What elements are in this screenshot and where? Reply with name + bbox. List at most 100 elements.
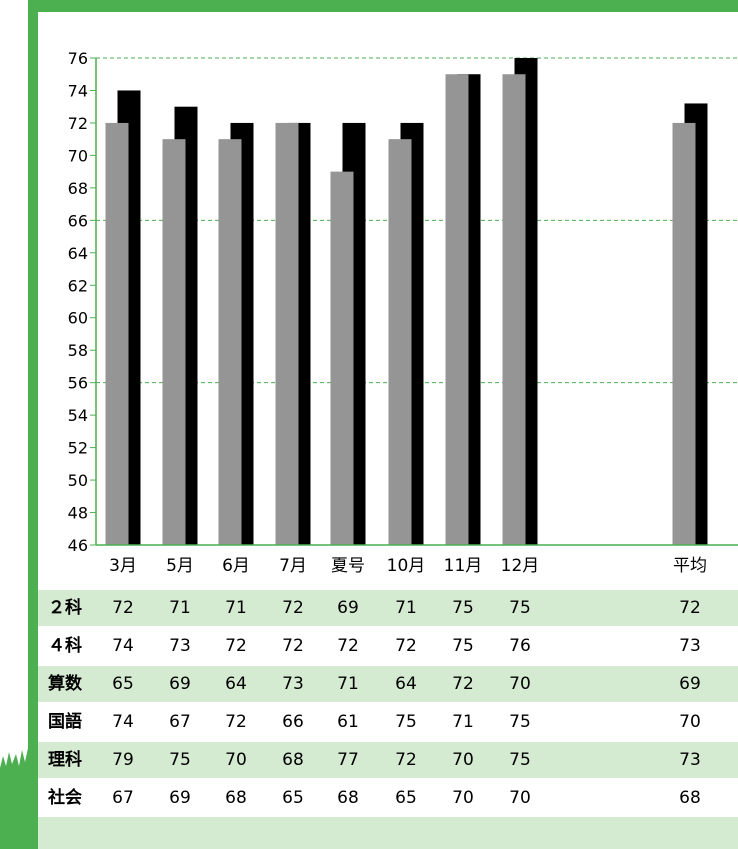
x-tick-label-7月: 7月 [279,556,307,576]
table-cell: 69 [679,674,701,694]
table-cell: 71 [337,674,359,694]
table-cell: 69 [169,788,191,808]
x-tick-labels: 3月 5月 6月 7月 夏号 10月 11月 12月 平均 [109,556,707,576]
table-cell: 64 [225,674,247,694]
table-footer-band [38,817,738,849]
table-cell: 72 [225,636,247,656]
y-tick-label-60: 60 [68,309,88,328]
table-cell: 74 [112,712,134,732]
table-cell: 72 [112,598,134,618]
x-tick-label-11月: 11月 [444,556,483,576]
y-tick-labels: 46 48 50 52 54 56 58 60 62 64 66 68 70 72 74 76 [68,49,96,555]
decorative-squiggle [0,748,28,849]
table-cell: 69 [337,598,359,618]
table-cell: 73 [282,674,304,694]
table-cell: 64 [395,674,417,694]
table-cell: 70 [509,788,531,808]
x-tick-label-3月: 3月 [109,556,137,576]
table-cell: 76 [509,636,531,656]
table-cell: 73 [679,636,701,656]
y-tick-label-64: 64 [68,244,88,263]
bar-２科-3月 [105,122,129,545]
table-cell: 65 [112,674,134,694]
table-row: ２科 72 71 71 72 69 71 75 75 72 [38,590,738,626]
table-cell: 72 [282,636,304,656]
y-tick-label-50: 50 [68,471,88,490]
bar-２科-6月 [218,139,242,545]
table-cell: 65 [395,788,417,808]
y-tick-label-70: 70 [68,146,88,165]
bar-２科-12月 [502,74,526,545]
table-cell: 68 [337,788,359,808]
table-cell: 71 [169,598,191,618]
x-tick-label-6月: 6月 [222,556,250,576]
table-cell: 73 [169,636,191,656]
bar-２科-11月 [445,74,469,545]
x-tick-label-夏号: 夏号 [331,556,365,576]
table-cell: 72 [395,636,417,656]
table-row-label: 算数 [48,674,82,694]
bars [105,58,708,545]
table-row-label: 社会 [48,788,82,808]
x-tick-label-5月: 5月 [166,556,194,576]
table-cell: 66 [282,712,304,732]
x-tick-label-10月: 10月 [387,556,426,576]
grid-lines [96,57,738,384]
y-tick-label-58: 58 [68,341,88,360]
y-tick-label-74: 74 [68,81,88,100]
table-cell: 68 [679,788,701,808]
table-cell: 67 [169,712,191,732]
table-cell: 75 [509,598,531,618]
table-cell: 72 [395,750,417,770]
table-row: 社会 67 69 68 65 68 65 70 70 68 [38,780,738,816]
table-cell: 75 [452,598,474,618]
bar-２科-夏号 [330,171,354,545]
table-cell: 71 [395,598,417,618]
table-cell: 74 [112,636,134,656]
table-cell: 79 [112,750,134,770]
table-cell: 72 [282,598,304,618]
table-row-label: 国語 [48,712,82,732]
table-cell: 70 [225,750,247,770]
table-cell: 72 [452,674,474,694]
table-cell: 61 [337,712,359,732]
table-row-label: ２科 [48,598,82,618]
table-cell: 71 [452,712,474,732]
x-tick-label-12月: 12月 [501,556,540,576]
table-row-label: ４科 [48,636,82,656]
bar-chart: 46 48 50 52 54 56 58 60 62 64 66 68 70 72 74 76 3月 5月 6月 7… [68,49,738,576]
table-cell: 75 [169,750,191,770]
table-row: 国語 74 67 72 66 61 75 71 75 70 [38,704,738,740]
y-tick-label-48: 48 [68,504,88,523]
table-cell: 65 [282,788,304,808]
table-cell: 73 [679,750,701,770]
y-tick-label-46: 46 [68,536,88,555]
table-cell: 72 [337,636,359,656]
table-cell: 75 [395,712,417,732]
table-cell: 75 [509,712,531,732]
bar-２科-平均 [672,122,696,545]
table-cell: 71 [225,598,247,618]
table-cell: 72 [679,598,701,618]
x-tick-label-平均: 平均 [673,556,707,576]
y-tick-label-68: 68 [68,179,88,198]
table-cell: 70 [679,712,701,732]
axes [95,58,738,546]
table-cell: 68 [282,750,304,770]
y-tick-label-72: 72 [68,114,88,133]
bar-２科-10月 [388,139,412,545]
table-cell: 75 [509,750,531,770]
table-cell: 77 [337,750,359,770]
y-tick-label-52: 52 [68,439,88,458]
table-cell: 75 [452,636,474,656]
y-tick-label-56: 56 [68,374,88,393]
table-row: 算数 65 69 64 73 71 64 72 70 69 [38,666,738,702]
y-tick-label-66: 66 [68,211,88,230]
y-tick-label-76: 76 [68,49,88,68]
frame-left-border [28,0,38,849]
table-row-label: 理科 [48,750,82,770]
y-tick-label-54: 54 [68,406,88,425]
y-tick-label-62: 62 [68,276,88,295]
table-cell: 69 [169,674,191,694]
table-cell: 72 [225,712,247,732]
